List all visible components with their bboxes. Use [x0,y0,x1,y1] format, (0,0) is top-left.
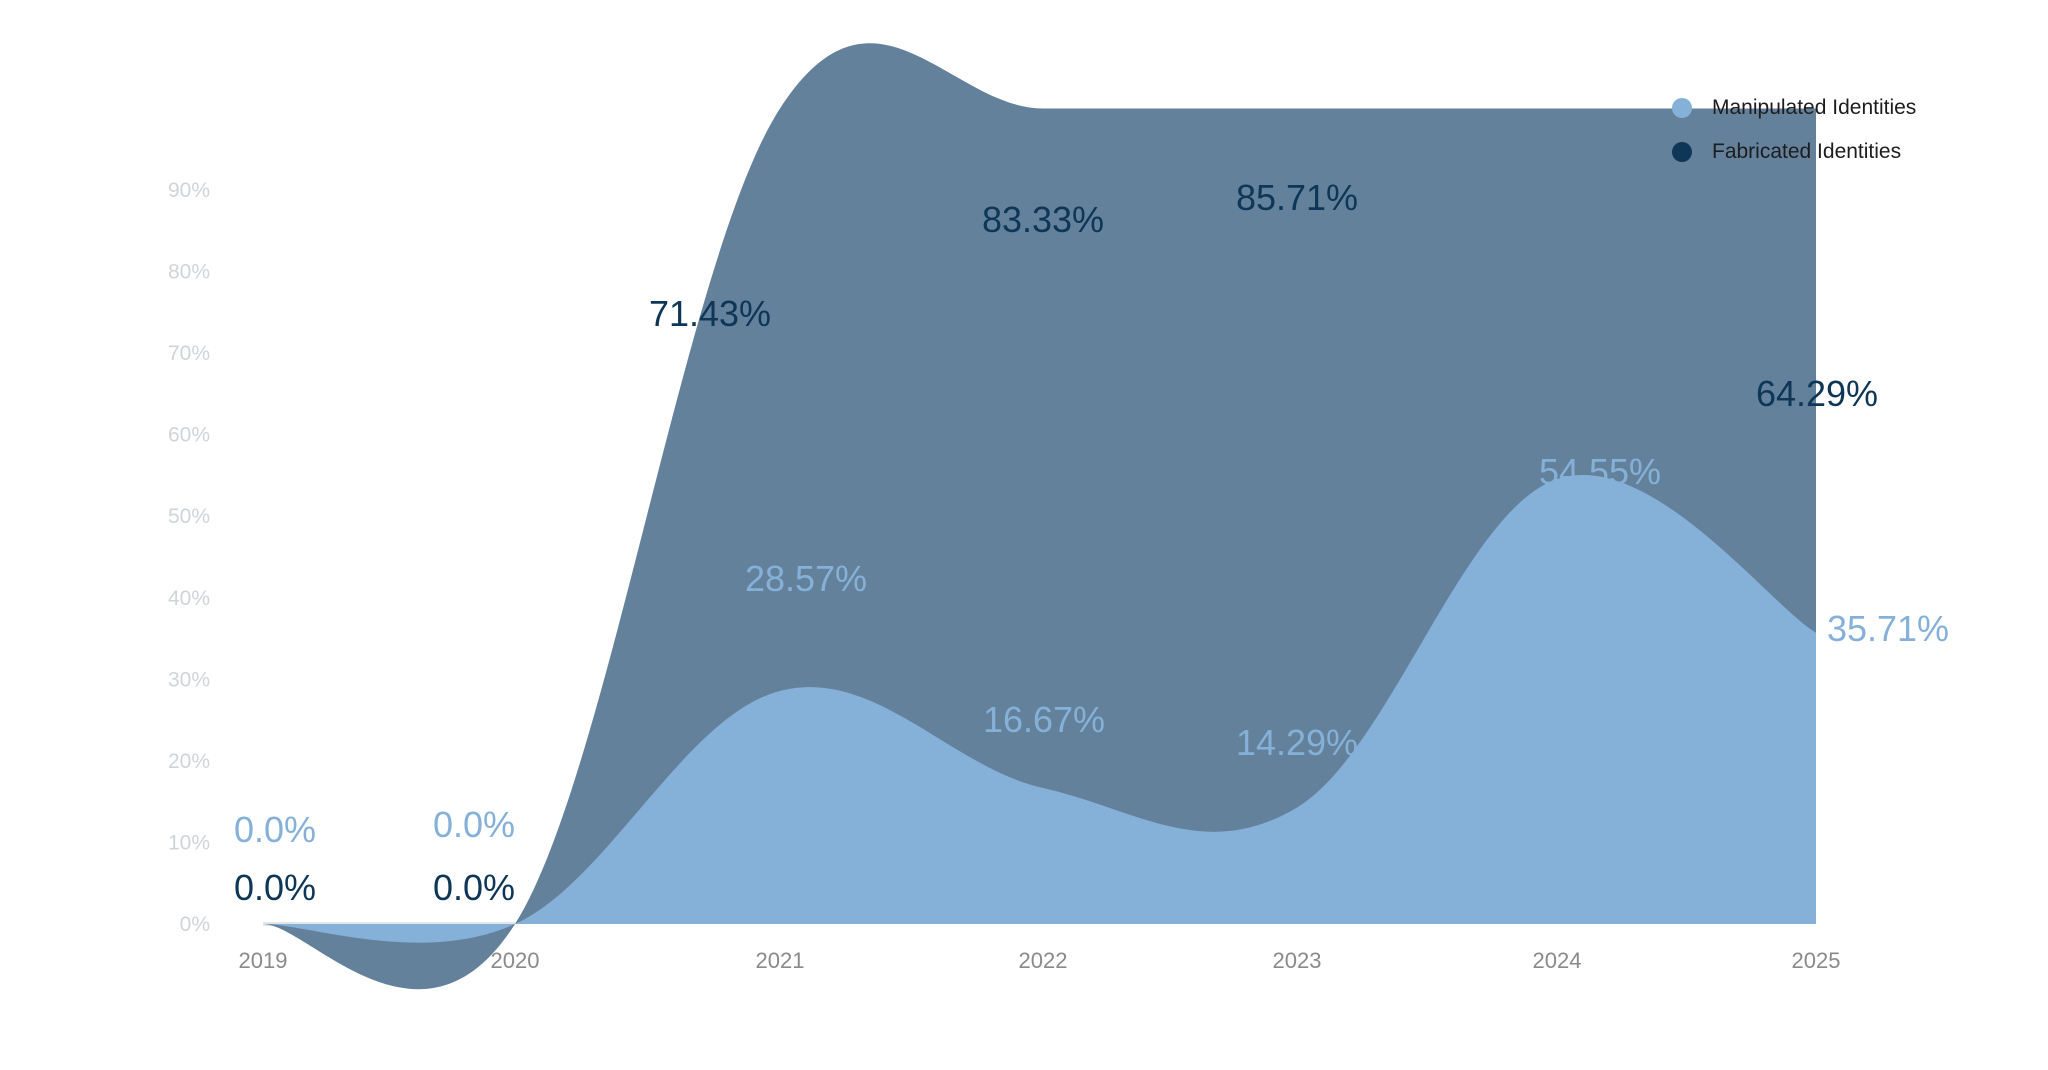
data-label-fabricated: 83.33% [982,199,1104,240]
legend-item-fabricated[interactable]: Fabricated Identities [1672,130,1916,174]
data-label-manipulated: 54.55% [1539,451,1661,492]
x-tick-label: 2022 [1019,948,1068,973]
legend: Manipulated Identities Fabricated Identi… [1672,86,1916,174]
x-tick-label: 2020 [491,948,540,973]
legend-label: Fabricated Identities [1712,140,1902,163]
legend-label: Manipulated Identities [1712,96,1917,119]
data-label-fabricated: 0.0% [433,867,515,908]
legend-dot-icon [1672,142,1692,162]
y-tick-label: 10% [168,831,210,854]
data-label-manipulated: 16.67% [983,699,1105,740]
series-manipulated-area [263,474,1816,943]
data-label-manipulated: 0.0% [433,804,515,845]
y-tick-label: 50% [168,505,210,528]
legend-item-manipulated[interactable]: Manipulated Identities [1672,86,1916,130]
x-tick-label: 2019 [239,948,288,973]
y-tick-label: 20% [168,750,210,773]
data-label-fabricated: 71.43% [649,293,771,334]
x-tick-label: 2024 [1533,948,1582,973]
y-axis: 0% 10% 20% 30% 40% 50% 60% 70% 80% 90% [168,179,210,936]
data-label-manipulated: 14.29% [1236,722,1358,763]
x-tick-label: 2021 [756,948,805,973]
x-axis: 2019 2020 2021 2022 2023 2024 2025 [239,948,1841,973]
data-label-fabricated: 64.29% [1756,373,1878,414]
y-tick-label: 30% [168,668,210,691]
legend-dot-icon [1672,98,1692,118]
data-label-manipulated: 35.71% [1827,608,1949,649]
data-labels: 0.0% 0.0% 28.57% 16.67% 14.29% 54.55% 35.71% 0.… [234,177,1949,908]
x-tick-label: 2023 [1273,948,1322,973]
y-tick-label: 0% [180,913,210,936]
data-label-manipulated: 0.0% [234,809,316,850]
x-tick-label: 2025 [1792,948,1841,973]
y-tick-label: 80% [168,261,210,284]
data-label-fabricated: 85.71% [1236,177,1358,218]
y-tick-label: 70% [168,342,210,365]
data-label-fabricated: 0.0% [234,867,316,908]
plot-area [263,43,1816,990]
y-tick-label: 60% [168,424,210,447]
y-tick-label: 40% [168,587,210,610]
y-tick-label: 90% [168,179,210,202]
data-label-manipulated: 28.57% [745,558,867,599]
